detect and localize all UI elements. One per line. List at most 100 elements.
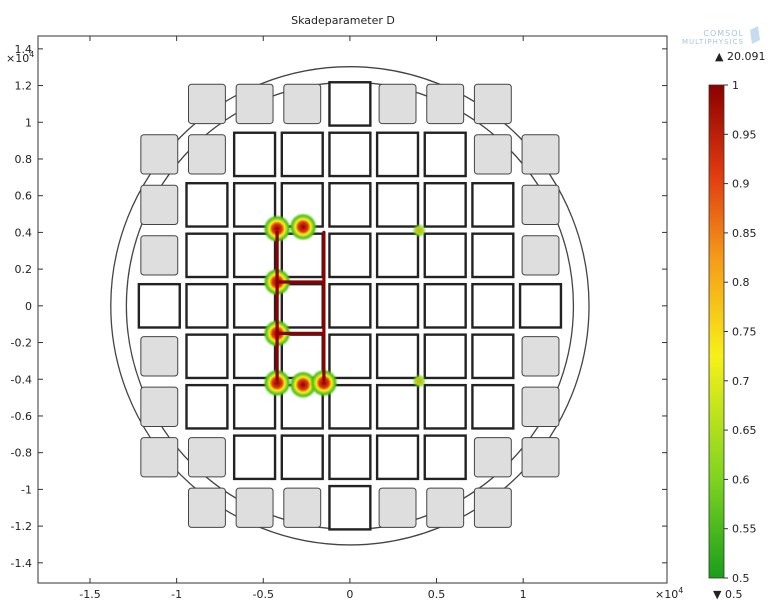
brand-line1: COMSOL <box>703 29 744 38</box>
x-tick-label: 1 <box>520 588 527 601</box>
cell-full <box>423 383 467 430</box>
cell-full <box>471 182 515 228</box>
cell-full <box>471 383 515 430</box>
cell-full <box>280 282 324 329</box>
cell-partial <box>140 134 179 175</box>
cell-full <box>471 232 515 279</box>
cell-partial <box>473 487 512 528</box>
cell-full <box>375 282 420 329</box>
y-tick-label: -1.4 <box>11 557 32 570</box>
cell-partial <box>283 83 322 125</box>
cell-full <box>423 131 467 178</box>
comsol-logo-icon <box>750 26 760 44</box>
damage-hotspot <box>263 214 292 243</box>
colorbar-tick-label: 0.65 <box>732 424 757 437</box>
cell-full <box>280 434 324 481</box>
cell-partial <box>140 235 179 276</box>
cell-full <box>471 333 515 380</box>
cell-partial <box>187 134 226 175</box>
x-tick-label: -1 <box>171 588 182 601</box>
cell-full <box>185 383 229 430</box>
cell-full <box>423 182 467 228</box>
x-tick-label: 0 <box>346 588 353 601</box>
model-geometry <box>110 66 590 546</box>
colorbar-tick-label: 0.55 <box>732 523 757 536</box>
cell-full <box>518 282 563 329</box>
colorbar: ▲ 20.091 1 0.95 0.9 0.85 0.8 0.75 0.7 0.65 0.6 0.… <box>708 50 765 601</box>
cell-partial <box>378 487 417 528</box>
colorbar-tick-label: 0.8 <box>732 276 750 289</box>
cell-partial <box>473 83 512 125</box>
colorbar-tick-label: 0.95 <box>732 128 757 141</box>
cell-partial <box>140 336 179 377</box>
colorbar-ticks: 1 0.95 0.9 0.85 0.8 0.75 0.7 0.65 0.6 0.55 0.5 <box>724 79 757 585</box>
cell-full <box>328 131 372 178</box>
damage-hotspot <box>289 212 318 241</box>
y-tick-label: -0.8 <box>11 447 32 460</box>
cell-partial <box>473 437 512 478</box>
cell-partial <box>378 83 417 125</box>
y-tick-label: -0.6 <box>11 410 32 423</box>
cell-partial <box>521 184 560 226</box>
cell-full <box>232 232 277 279</box>
cell-partial <box>140 386 179 427</box>
cell-full <box>328 182 372 228</box>
cell-full <box>375 383 420 430</box>
cell-partial <box>521 336 560 377</box>
x-axis: -1.5 -1 -0.5 0 0.5 1 <box>79 36 527 601</box>
y-tick-label: -0.2 <box>11 337 32 350</box>
y-tick-label: 1 <box>25 116 32 129</box>
cell-partial <box>521 134 560 175</box>
cell-partial <box>140 437 179 478</box>
colorbar-min-marker: ▼ 0.5 <box>713 588 742 601</box>
colorbar-tick-label: 0.85 <box>732 227 757 240</box>
outer-ring <box>110 66 590 546</box>
cell-full <box>185 333 229 380</box>
cell-partial <box>473 134 512 175</box>
cell-partial <box>521 386 560 427</box>
colorbar-max-marker: ▲ 20.091 <box>715 50 765 63</box>
cell-full <box>328 282 372 329</box>
cell-full <box>375 131 420 178</box>
cell-full <box>423 232 467 279</box>
x-tick-label: -0.5 <box>253 588 274 601</box>
cell-partial <box>235 487 274 528</box>
cell-full <box>328 333 372 380</box>
cell-full <box>328 434 372 481</box>
cell-full <box>375 232 420 279</box>
cell-full <box>328 81 372 127</box>
y-tick-label: -1 <box>21 483 32 496</box>
cell-partial <box>521 437 560 478</box>
cell-full <box>423 434 467 481</box>
y-axis: 1.4 1.2 1 0.8 0.6 0.4 0.2 0 -0.2 -0.4 -0.6 -0.8 -1 -1… <box>11 43 667 570</box>
colorbar-tick-label: 0.6 <box>732 473 750 486</box>
cell-partial <box>426 487 465 528</box>
cell-full <box>280 131 324 178</box>
y-tick-label: 0.4 <box>15 226 33 239</box>
cell-full <box>185 282 229 329</box>
cell-full <box>375 333 420 380</box>
cell-partial <box>235 83 274 125</box>
cell-full <box>185 232 229 279</box>
cell-partial <box>283 487 322 528</box>
cell-full <box>423 282 467 329</box>
y-exponent-label: ×104 <box>6 50 34 65</box>
damage-hotspot <box>412 374 427 389</box>
y-tick-label: -1.2 <box>11 520 32 533</box>
y-tick-label: 0.2 <box>15 263 33 276</box>
cell-full <box>471 282 515 329</box>
colorbar-tick-label: 0.9 <box>732 178 750 191</box>
colorbar-tick-label: 0.5 <box>732 572 750 585</box>
cell-full <box>232 434 277 481</box>
cell-full <box>375 434 420 481</box>
cell-partial <box>521 235 560 276</box>
cell-full <box>328 232 372 279</box>
damage-hotspot <box>412 223 427 238</box>
colorbar-gradient <box>708 84 725 579</box>
damage-hotspot <box>263 368 292 397</box>
damage-hotspot <box>309 368 338 397</box>
cell-full <box>328 383 372 430</box>
chart-title: Skadeparameter D <box>291 14 395 27</box>
